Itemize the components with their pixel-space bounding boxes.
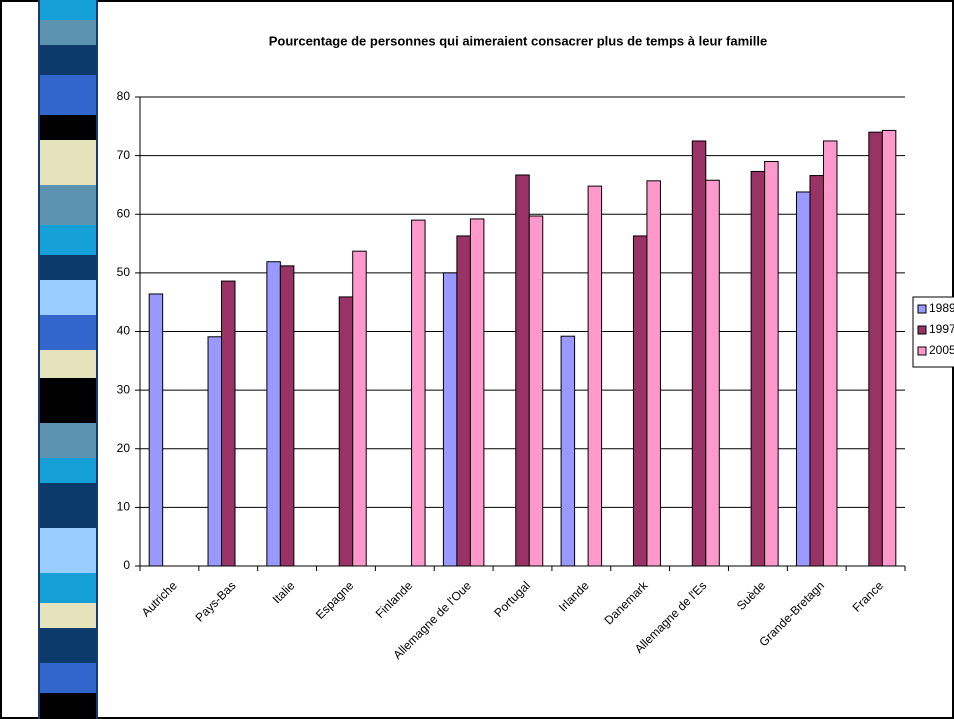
- bar: [632, 235, 648, 567]
- bar: [881, 129, 897, 567]
- bar: [705, 179, 720, 567]
- y-tick-label: 60: [117, 206, 131, 220]
- bar: [587, 185, 603, 567]
- bar: [456, 235, 471, 567]
- y-tick-label: 20: [117, 441, 131, 455]
- bar: [469, 218, 485, 567]
- bar: [868, 131, 883, 567]
- chart-title: Pourcentage de personnes qui aimeraient …: [269, 33, 768, 48]
- legend-swatch: [917, 346, 927, 356]
- bar: [764, 160, 779, 567]
- bar: [148, 293, 164, 567]
- bar: [750, 170, 766, 567]
- decorative-stripes: [38, 0, 98, 719]
- bar: [221, 280, 236, 567]
- y-tick-label: 80: [117, 89, 131, 103]
- bar: [809, 175, 824, 567]
- bar: [279, 265, 295, 567]
- bar: [411, 219, 426, 567]
- legend-swatch: [917, 325, 927, 335]
- y-tick-label: 70: [117, 148, 131, 162]
- bar: [338, 296, 354, 567]
- y-tick-label: 50: [117, 265, 131, 279]
- bar: [352, 250, 367, 567]
- bar: [515, 174, 530, 567]
- bar: [207, 336, 223, 567]
- bar: [822, 140, 838, 567]
- bar: [795, 191, 811, 567]
- legend: 1989 1997 2005: [912, 296, 954, 368]
- legend-label: 2005: [929, 343, 954, 357]
- legend-label: 1989: [929, 301, 954, 315]
- y-tick-label: 10: [117, 500, 131, 514]
- legend-swatch: [917, 304, 927, 314]
- y-tick-label: 0: [123, 558, 130, 572]
- y-tick-label: 30: [117, 382, 131, 396]
- bar: [560, 335, 576, 567]
- bar: [442, 272, 458, 567]
- bar: [266, 261, 281, 567]
- bar: [691, 140, 707, 567]
- y-tick-label: 40: [117, 324, 131, 338]
- bar: [528, 215, 544, 567]
- legend-label: 1997: [929, 322, 954, 336]
- bar: [646, 180, 661, 567]
